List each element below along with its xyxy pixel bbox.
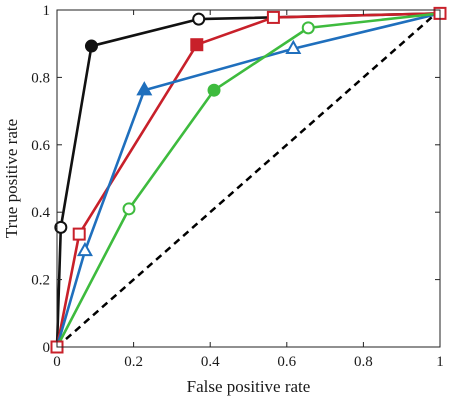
circle-marker [54,220,68,234]
circle-marker [84,39,98,53]
x-tick-label: 1 [436,354,444,370]
y-tick-label: 0 [43,340,51,356]
triangle-marker [76,241,93,257]
y-tick-label: 1 [43,3,51,19]
triangle-marker [285,39,302,54]
square-marker [190,38,204,52]
x-tick-label: 0.8 [354,354,373,370]
y-tick-label: 0.8 [31,70,50,86]
circle-marker [301,21,315,35]
square-marker [266,10,280,24]
x-tick-label: 0.4 [201,354,220,370]
y-tick-label: 0.4 [31,205,50,221]
circle-marker [207,83,221,97]
circle-marker [192,12,206,26]
square-marker [72,227,86,241]
x-tick-label: 0.2 [124,354,143,370]
circle-marker [122,202,136,216]
x-tick-label: 0 [53,354,61,370]
tick-layer: 0 0.2 0.4 0.6 0.8 1 0 0.2 0.4 0.6 0.8 1 [31,3,444,370]
x-axis-label: False positive rate [187,377,311,396]
x-tick-label: 0.6 [277,354,296,370]
y-tick-label: 0.6 [31,138,50,154]
chance-diagonal-line [56,9,441,348]
y-tick-label: 0.2 [31,273,50,289]
triangle-marker [136,81,153,96]
y-axis-label: True positive rate [2,119,21,238]
plot-frame [56,9,441,348]
diagonal-layer [56,9,441,348]
